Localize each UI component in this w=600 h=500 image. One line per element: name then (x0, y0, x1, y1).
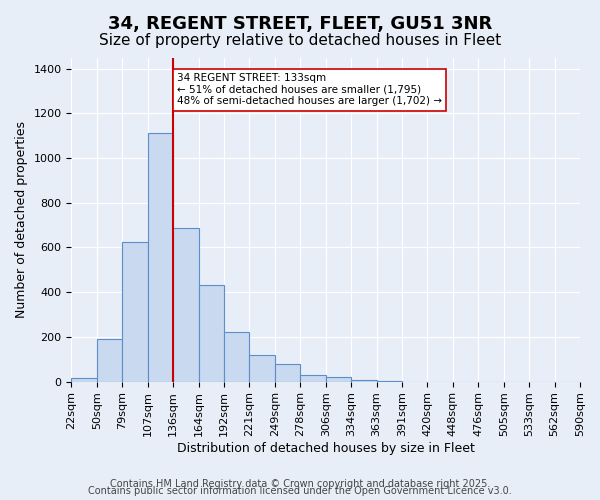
Bar (97, 338, 122, 382)
Bar (173, 228, 199, 382)
Bar (224, 332, 250, 382)
X-axis label: Distribution of detached houses by size in Fleet: Distribution of detached houses by size … (177, 442, 475, 455)
Bar (199, 286, 224, 382)
Y-axis label: Number of detached properties: Number of detached properties (15, 121, 28, 318)
Bar (71, 378, 97, 382)
Bar (300, 375, 326, 382)
Text: Contains HM Land Registry data © Crown copyright and database right 2025.: Contains HM Land Registry data © Crown c… (110, 479, 490, 489)
Text: Contains public sector information licensed under the Open Government Licence v3: Contains public sector information licen… (88, 486, 512, 496)
Bar (326, 377, 351, 382)
Text: 34, REGENT STREET, FLEET, GU51 3NR: 34, REGENT STREET, FLEET, GU51 3NR (108, 15, 492, 33)
Text: 34 REGENT STREET: 133sqm
← 51% of detached houses are smaller (1,795)
48% of sem: 34 REGENT STREET: 133sqm ← 51% of detach… (177, 73, 442, 106)
Bar (275, 364, 300, 382)
Bar (148, 133, 173, 382)
Bar (351, 380, 377, 382)
Bar (250, 355, 275, 382)
Text: Size of property relative to detached houses in Fleet: Size of property relative to detached ho… (99, 32, 501, 48)
Bar (122, 242, 148, 382)
